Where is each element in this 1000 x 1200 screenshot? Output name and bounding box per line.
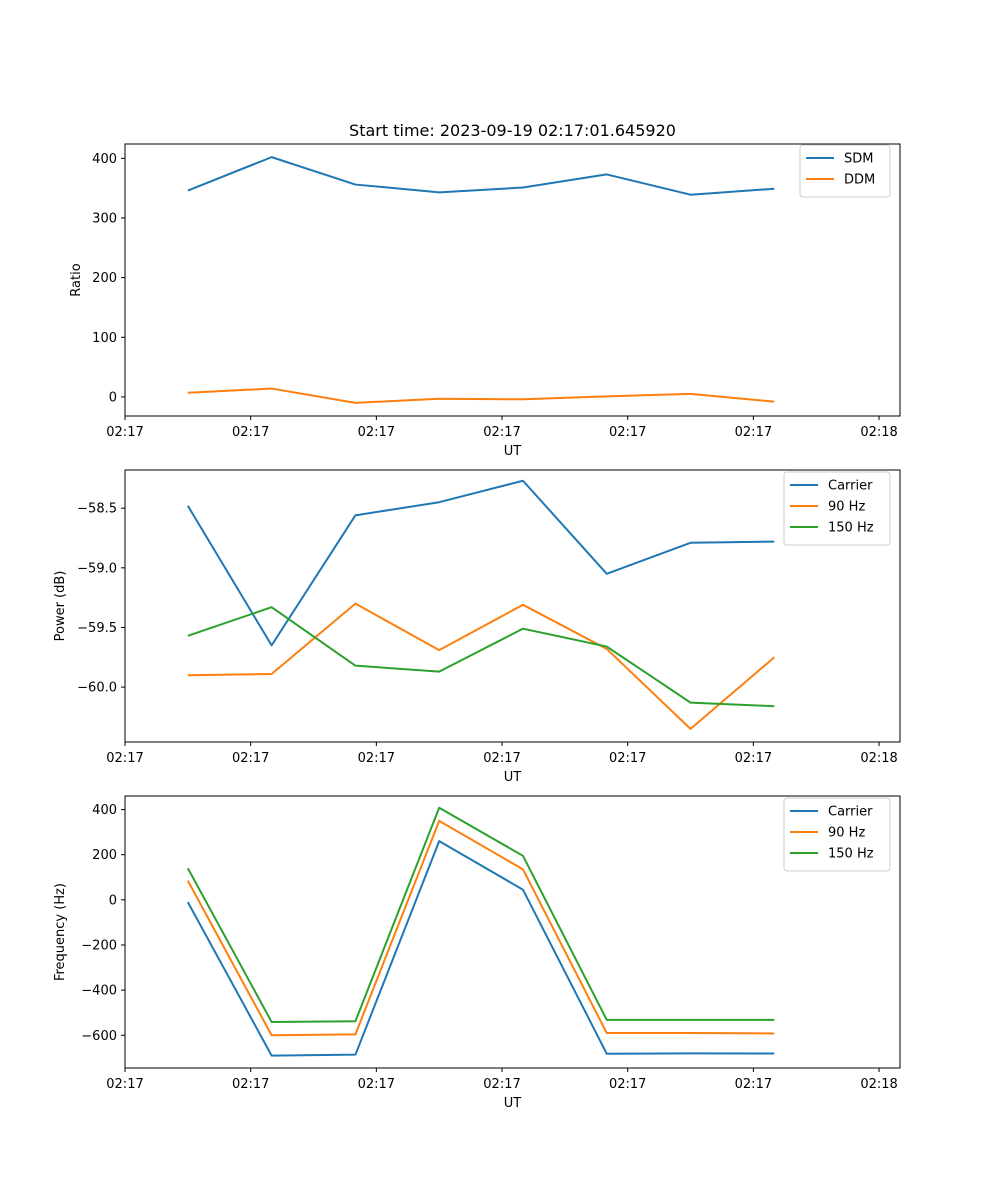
frequency-y-tick-label: −400 [81,984,117,999]
ratio-panel: 02:17 02:17 02:17 02:17 02:17 02:17 02:18 0 100 2… [69,143,901,459]
frequency-x-tick-label: 02:17 [358,1077,395,1092]
frequency-y-tick-label: 400 [92,803,117,818]
ratio-x-tick-label: 02:17 [232,425,269,440]
ratio-legend-label: DDM [844,173,875,188]
power-axes-frame [124,469,901,743]
frequency-x-tick-label: 02:17 [609,1077,646,1092]
ratio-y-tick-label: 200 [92,271,117,286]
ratio-x-tick-label: 02:17 [735,425,772,440]
power-x-tick-label: 02:17 [232,751,269,766]
ratio-x-tick-label: 02:17 [483,425,520,440]
power-x-axis-label: UT [504,770,522,785]
ratio-y-tick-label: 400 [92,152,117,167]
power-y-axis-label: Power (dB) [53,571,68,642]
frequency-legend-label: 90 Hz [828,826,865,841]
power-series-line-carrier [186,479,775,647]
power-x-tick-label: 02:17 [483,751,520,766]
power-x-tick-label: 02:18 [860,751,897,766]
power-x-tick-label: 02:17 [358,751,395,766]
ratio-legend-label: SDM [844,152,873,167]
power-legend-label: 150 Hz [828,521,874,536]
power-x-tick-label: 02:17 [735,751,772,766]
power-y-tick-label: −59.5 [77,621,117,636]
ratio-y-tick-label: 300 [92,211,117,226]
power-x-tick-label: 02:17 [106,751,143,766]
power-legend-label: 90 Hz [828,500,865,515]
ratio-y-axis-label: Ratio [69,263,84,296]
frequency-y-tick-label: −200 [81,938,117,953]
frequency-legend-label: Carrier [828,805,873,820]
ratio-x-tick-label: 02:17 [106,425,143,440]
frequency-x-tick-label: 02:18 [860,1077,897,1092]
frequency-axes-frame [124,795,901,1069]
frequency-x-tick-label: 02:17 [106,1077,143,1092]
frequency-legend-label: 150 Hz [828,847,874,862]
ratio-series-line-ddm [187,387,775,404]
ratio-series-line-sdm [187,156,775,196]
power-panel: 02:17 02:17 02:17 02:17 02:17 02:17 02:18 −60.0… [53,469,901,785]
power-y-tick-label: −58.5 [77,502,117,517]
power-series-line-150-hz [187,606,775,708]
figure-title: Start time: 2023-09-19 02:17:01.645920 [349,121,676,140]
frequency-x-tick-label: 02:17 [483,1077,520,1092]
frequency-y-tick-label: 0 [109,893,117,908]
frequency-x-tick-label: 02:17 [232,1077,269,1092]
ratio-y-tick-label: 0 [109,390,117,405]
power-x-tick-label: 02:17 [609,751,646,766]
frequency-x-tick-label: 02:17 [735,1077,772,1092]
frequency-y-axis-label: Frequency (Hz) [53,883,68,981]
frequency-series-line-carrier [186,840,775,1057]
ratio-x-tick-label: 02:17 [358,425,395,440]
frequency-y-tick-label: −600 [81,1029,117,1044]
power-y-tick-label: −60.0 [77,681,117,696]
frequency-series-line-150-hz [186,806,775,1023]
frequency-x-axis-label: UT [504,1096,522,1111]
frequency-series-line-90-hz [186,819,775,1037]
power-series-line-90-hz [187,602,775,730]
ratio-x-tick-label: 02:18 [860,425,897,440]
power-y-tick-label: −59.0 [77,561,117,576]
frequency-panel: 02:17 02:17 02:17 02:17 02:17 02:17 02:18 −600 −… [53,795,901,1111]
ratio-x-axis-label: UT [504,444,522,459]
ratio-x-tick-label: 02:17 [609,425,646,440]
ratio-y-tick-label: 100 [92,331,117,346]
ratio-axes-frame [124,143,901,417]
power-legend-label: Carrier [828,479,873,494]
frequency-y-tick-label: 200 [92,848,117,863]
